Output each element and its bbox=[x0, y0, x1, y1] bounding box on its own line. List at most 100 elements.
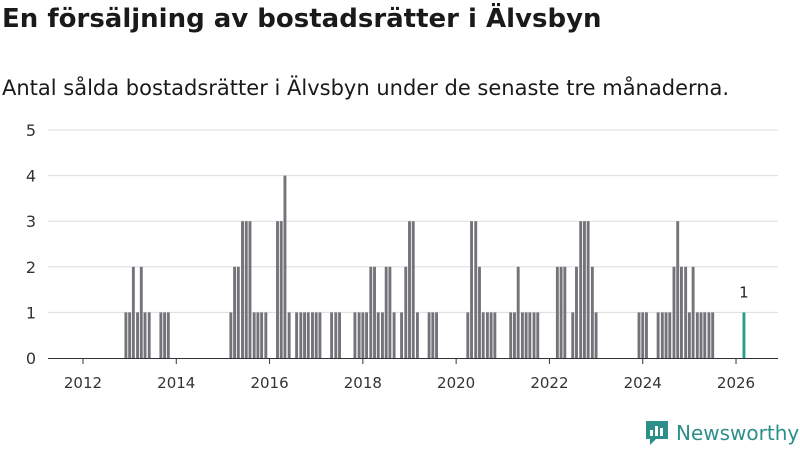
data-label: 1 bbox=[739, 283, 749, 301]
bar bbox=[376, 312, 380, 358]
bar bbox=[334, 312, 338, 358]
x-tick-label: 2020 bbox=[437, 374, 475, 392]
bar bbox=[283, 175, 287, 358]
bar bbox=[520, 312, 524, 358]
bar bbox=[404, 266, 408, 358]
bar bbox=[478, 266, 481, 358]
bar bbox=[660, 312, 664, 358]
bar bbox=[139, 266, 143, 358]
bar bbox=[711, 312, 715, 358]
bar bbox=[571, 312, 575, 358]
y-tick-label: 1 bbox=[26, 303, 36, 322]
bar bbox=[330, 312, 334, 358]
bar bbox=[124, 312, 128, 358]
brand-name: Newsworthy bbox=[676, 421, 800, 445]
bar bbox=[166, 312, 170, 358]
bar bbox=[703, 312, 707, 358]
bar bbox=[699, 312, 703, 358]
bar bbox=[143, 312, 147, 358]
bar bbox=[668, 312, 672, 358]
bar bbox=[707, 312, 711, 358]
bar bbox=[276, 221, 279, 358]
bar bbox=[493, 312, 497, 358]
bar bbox=[357, 312, 361, 358]
bar bbox=[252, 312, 256, 358]
bar bbox=[400, 312, 404, 358]
page-title: En försäljning av bostadsrätter i Älvsby… bbox=[2, 4, 602, 34]
x-tick-label: 2026 bbox=[717, 374, 755, 392]
bar bbox=[664, 312, 668, 358]
bar bbox=[590, 266, 594, 358]
bar bbox=[256, 312, 260, 358]
bar bbox=[415, 312, 419, 358]
bar bbox=[474, 221, 478, 358]
bar bbox=[691, 266, 695, 358]
bar bbox=[384, 266, 388, 358]
bar bbox=[645, 312, 648, 358]
bar bbox=[411, 221, 415, 358]
bar bbox=[485, 312, 489, 358]
y-tick-label: 2 bbox=[26, 258, 36, 277]
bar bbox=[248, 221, 252, 358]
bar bbox=[559, 266, 563, 358]
bar bbox=[481, 312, 485, 358]
y-tick-label: 5 bbox=[26, 121, 36, 140]
bar bbox=[687, 312, 691, 358]
x-tick-label: 2016 bbox=[250, 374, 288, 392]
bar bbox=[303, 312, 306, 358]
bar bbox=[260, 312, 264, 358]
bar bbox=[373, 266, 376, 358]
bar bbox=[381, 312, 384, 358]
bar bbox=[466, 312, 470, 358]
bar bbox=[338, 312, 341, 358]
bar bbox=[229, 312, 233, 358]
bar bbox=[536, 312, 540, 358]
bar bbox=[236, 266, 240, 358]
y-tick-label: 0 bbox=[26, 349, 36, 368]
bar bbox=[279, 221, 283, 358]
bar bbox=[295, 312, 299, 358]
bar bbox=[586, 221, 590, 358]
bar bbox=[656, 312, 660, 358]
bar bbox=[306, 312, 310, 358]
bar bbox=[637, 312, 641, 358]
bar bbox=[489, 312, 493, 358]
bar bbox=[513, 312, 516, 358]
bar bbox=[427, 312, 431, 358]
bar bbox=[264, 312, 268, 358]
x-tick-label: 2018 bbox=[344, 374, 382, 392]
bar bbox=[684, 266, 688, 358]
bar bbox=[594, 312, 598, 358]
bar bbox=[524, 312, 528, 358]
bar bbox=[555, 266, 559, 358]
x-tick-label: 2012 bbox=[64, 374, 102, 392]
bar bbox=[676, 221, 680, 358]
bar bbox=[509, 312, 513, 358]
bar bbox=[244, 221, 248, 358]
bar bbox=[361, 312, 365, 358]
bar bbox=[695, 312, 699, 358]
bar bbox=[408, 221, 411, 358]
bar bbox=[672, 266, 676, 358]
bar bbox=[388, 266, 392, 358]
bar bbox=[392, 312, 396, 358]
bar bbox=[563, 266, 567, 358]
bar bbox=[369, 266, 373, 358]
y-tick-label: 3 bbox=[26, 212, 36, 231]
newsworthy-brand: Newsworthy bbox=[644, 418, 799, 448]
bar bbox=[128, 312, 132, 358]
x-tick-label: 2024 bbox=[624, 374, 662, 392]
bar bbox=[431, 312, 435, 358]
bar bbox=[528, 312, 532, 358]
bar bbox=[575, 266, 578, 358]
bar bbox=[365, 312, 369, 358]
bar bbox=[147, 312, 151, 358]
bar bbox=[314, 312, 318, 358]
bar bbox=[299, 312, 303, 358]
bar bbox=[470, 221, 473, 358]
bar bbox=[516, 266, 520, 358]
y-tick-label: 4 bbox=[26, 167, 36, 186]
bar bbox=[679, 266, 683, 358]
bar bbox=[641, 312, 645, 358]
